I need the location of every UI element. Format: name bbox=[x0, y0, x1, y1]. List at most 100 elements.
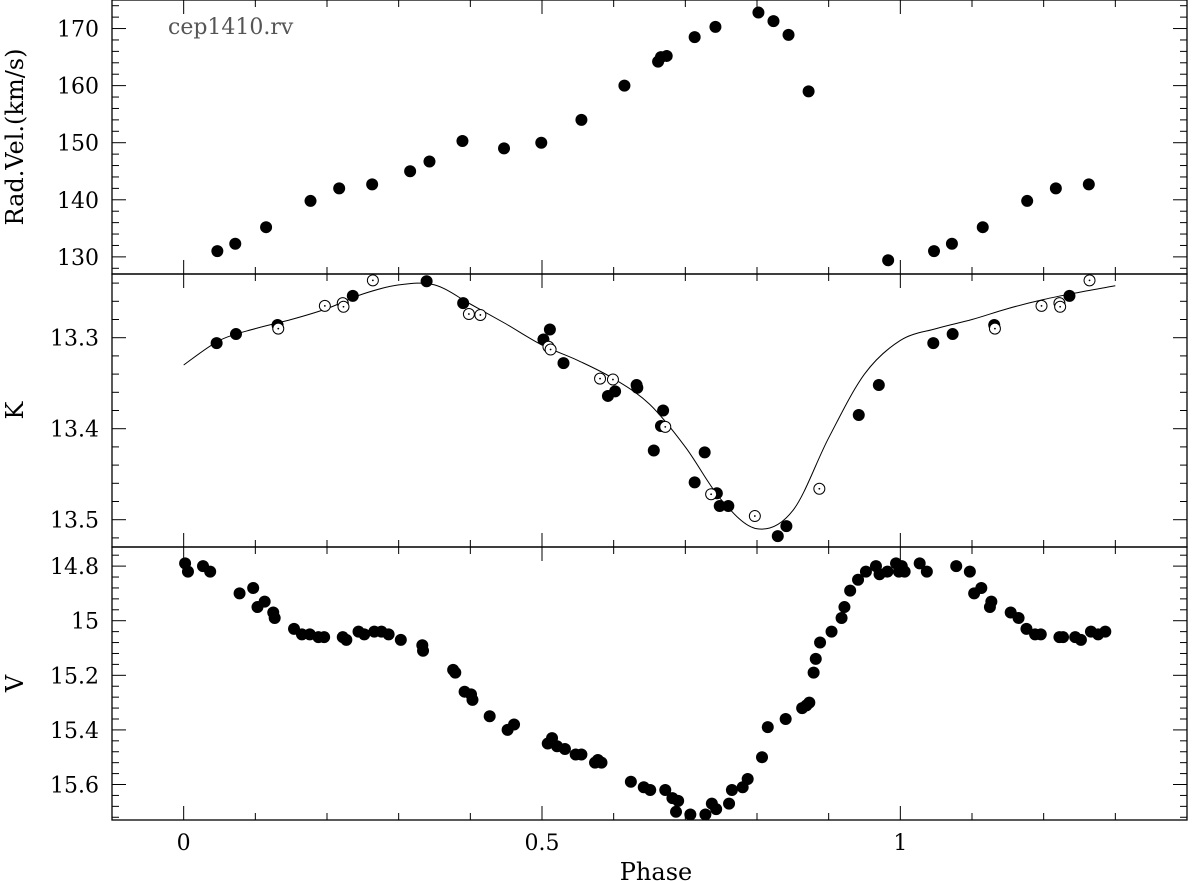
data-point bbox=[1012, 611, 1025, 624]
data-point bbox=[975, 581, 988, 594]
data-point bbox=[761, 721, 774, 734]
data-point bbox=[1049, 182, 1062, 195]
data-point bbox=[420, 275, 433, 288]
data-point bbox=[780, 520, 793, 533]
panel-frame bbox=[111, 273, 1188, 548]
data-point bbox=[688, 31, 701, 44]
data-point bbox=[1020, 622, 1033, 635]
data-point bbox=[543, 323, 556, 336]
data-point bbox=[814, 636, 827, 649]
data-point bbox=[358, 628, 371, 641]
data-point-open-center bbox=[323, 304, 326, 307]
data-point bbox=[647, 444, 660, 457]
data-point bbox=[782, 28, 795, 41]
y-tick-label: 14.8 bbox=[50, 555, 99, 580]
data-point bbox=[945, 237, 958, 250]
panel-K: 13.3 13.4 13.5 K bbox=[1, 273, 1188, 548]
y-tick-label: 170 bbox=[57, 18, 99, 43]
data-point-open-center bbox=[753, 515, 756, 517]
data-point bbox=[631, 381, 644, 394]
y-tick-label: 15.2 bbox=[50, 664, 99, 689]
data-point bbox=[920, 565, 933, 578]
data-point bbox=[844, 584, 857, 597]
data-point bbox=[725, 783, 738, 796]
data-point bbox=[670, 805, 683, 818]
data-point bbox=[304, 194, 317, 207]
data-point bbox=[699, 808, 712, 821]
data-point bbox=[1057, 631, 1070, 644]
data-point bbox=[366, 178, 379, 191]
data-point bbox=[609, 385, 622, 398]
panel-frame bbox=[111, 0, 1188, 275]
x-tick-label: 0.5 bbox=[525, 831, 560, 856]
data-point-open-center bbox=[710, 493, 713, 496]
y-tick-label: 130 bbox=[57, 246, 99, 271]
data-point-open-center bbox=[549, 348, 552, 351]
data-point bbox=[644, 783, 657, 796]
data-point-open-center bbox=[1059, 305, 1062, 308]
data-point-open-center bbox=[612, 378, 614, 381]
data-point bbox=[229, 237, 242, 250]
data-point-open-center bbox=[664, 425, 667, 428]
data-point bbox=[852, 573, 865, 586]
y-tick-label: 13.4 bbox=[50, 418, 99, 443]
data-point bbox=[575, 748, 588, 761]
data-point bbox=[457, 297, 470, 310]
data-point bbox=[1021, 194, 1034, 207]
data-point bbox=[340, 633, 353, 646]
data-point bbox=[756, 751, 769, 764]
data-point bbox=[233, 587, 246, 600]
data-point bbox=[852, 409, 865, 422]
y-tick-label: 13.3 bbox=[50, 327, 99, 352]
y-tick-label: 15 bbox=[71, 610, 99, 635]
data-point bbox=[394, 633, 407, 646]
data-point bbox=[211, 245, 224, 258]
data-point bbox=[260, 221, 273, 234]
data-point bbox=[771, 530, 784, 543]
data-point bbox=[210, 337, 223, 350]
data-point bbox=[558, 743, 571, 756]
y-tick-label: 13.5 bbox=[50, 509, 99, 534]
y-axis-label: K bbox=[1, 400, 29, 419]
data-point bbox=[835, 611, 848, 624]
data-point bbox=[247, 581, 260, 594]
data-point bbox=[881, 565, 894, 578]
y-axis-label: Rad.Vel.(km/s) bbox=[1, 49, 29, 226]
data-point bbox=[688, 476, 701, 489]
data-point bbox=[672, 794, 685, 807]
y-tick-label: 140 bbox=[57, 189, 99, 214]
data-point-open-center bbox=[1088, 279, 1091, 282]
data-point-open-center bbox=[277, 327, 280, 330]
data-point-open-center bbox=[371, 279, 374, 282]
data-point-open-center bbox=[1040, 304, 1043, 307]
data-point-open-center bbox=[599, 377, 601, 380]
data-point bbox=[382, 628, 395, 641]
data-point bbox=[423, 155, 436, 168]
data-point bbox=[575, 113, 588, 126]
data-point bbox=[660, 49, 673, 62]
data-point-open-center bbox=[994, 327, 996, 330]
data-point bbox=[333, 182, 346, 195]
data-point bbox=[684, 808, 697, 821]
data-point bbox=[722, 500, 735, 513]
data-point bbox=[946, 328, 959, 341]
data-point bbox=[723, 797, 736, 810]
data-point bbox=[318, 631, 331, 644]
data-point bbox=[802, 85, 815, 98]
data-point bbox=[882, 254, 895, 267]
data-point bbox=[657, 404, 670, 417]
data-point bbox=[809, 652, 822, 665]
data-point bbox=[498, 142, 511, 155]
data-point bbox=[752, 6, 765, 19]
data-point bbox=[483, 710, 496, 723]
data-point bbox=[204, 565, 217, 578]
data-point bbox=[449, 666, 462, 679]
data-point bbox=[508, 718, 521, 731]
data-point bbox=[709, 20, 722, 33]
data-point bbox=[927, 337, 940, 350]
data-point bbox=[807, 666, 820, 679]
data-point bbox=[229, 328, 242, 341]
data-point bbox=[466, 693, 479, 706]
y-tick-label: 15.6 bbox=[50, 774, 99, 799]
data-point bbox=[404, 165, 417, 178]
